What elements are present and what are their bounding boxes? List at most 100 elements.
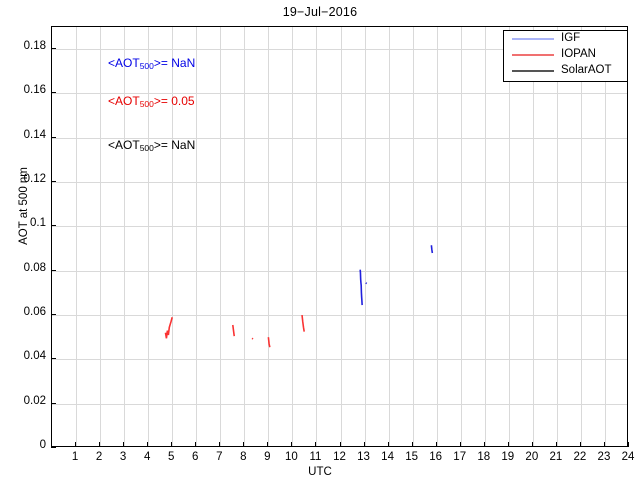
gridline-vertical [292, 27, 294, 446]
y-axis-label: AOT at 500 nm [18, 167, 30, 245]
x-tick-mark [507, 442, 509, 447]
annotation-prefix: <AOT [108, 138, 140, 152]
plot-area [51, 26, 628, 447]
x-tick-label: 10 [285, 451, 298, 463]
y-tick-mark [51, 269, 56, 271]
gridline-vertical [436, 27, 438, 446]
y-tick-label: 0.18 [23, 40, 46, 53]
gridline-vertical [508, 27, 510, 446]
x-tick-mark [147, 442, 149, 447]
x-tick-mark [628, 442, 629, 447]
series-plot [164, 245, 434, 348]
gridline-vertical [172, 27, 174, 446]
x-tick-mark [195, 442, 197, 447]
annotation-mean-aot-iopan: <AOT500>= 0.05 [108, 94, 195, 109]
annotation-mean-aot-solaraot: <AOT500>= NaN [108, 138, 195, 153]
series-segment [301, 314, 305, 332]
x-tick-label: 8 [240, 451, 247, 463]
gridline-vertical [220, 27, 222, 446]
annotation-mean-aot-igf: <AOT500>= NaN [108, 56, 195, 71]
legend-label: IGF [561, 32, 581, 45]
annotation-subscript: 500 [139, 61, 154, 71]
gridline-horizontal [52, 270, 627, 272]
x-tick-mark [531, 442, 533, 447]
y-tick-mark [51, 314, 56, 316]
x-tick-label: 3 [119, 451, 127, 463]
legend-item-solaraot[interactable]: SolarAOT [504, 63, 627, 79]
gridline-vertical [580, 27, 582, 446]
x-tick-label: 13 [357, 451, 370, 463]
gridline-horizontal [52, 93, 627, 95]
x-tick-label: 6 [192, 451, 199, 463]
series-segment [430, 245, 434, 254]
y-tick-mark [51, 447, 56, 448]
y-tick-mark [51, 136, 56, 138]
x-tick-mark [483, 442, 485, 447]
legend-item-igf[interactable]: IGF [504, 31, 627, 47]
data-layer [52, 27, 629, 448]
annotation-prefix: <AOT [108, 56, 140, 70]
legend: IGF IOPAN SolarAOT [503, 30, 628, 82]
x-tick-label: 22 [573, 451, 587, 463]
annotation-subscript: 500 [139, 99, 154, 109]
y-tick-label: 0.06 [23, 306, 46, 319]
y-tick-mark [51, 402, 56, 404]
x-tick-mark [603, 442, 605, 447]
series-segment [359, 269, 363, 306]
x-tick-label: 11 [309, 451, 322, 463]
annotation-subscript: 500 [139, 143, 154, 153]
x-tick-mark [123, 442, 125, 447]
x-tick-mark [363, 442, 365, 447]
gridline-vertical [148, 27, 150, 446]
gridline-vertical [532, 27, 534, 446]
gridline-vertical [244, 27, 246, 446]
gridline-horizontal [52, 315, 627, 317]
y-tick-mark [51, 358, 56, 360]
y-tick-label: 0.12 [23, 173, 46, 186]
x-tick-label: 5 [168, 451, 175, 463]
legend-color-swatch [512, 37, 554, 41]
x-tick-label: 2 [95, 451, 103, 463]
gridline-vertical [340, 27, 342, 446]
gridline-vertical [196, 27, 198, 446]
gridline-vertical [556, 27, 558, 446]
x-tick-label: 7 [216, 451, 223, 463]
x-tick-label: 21 [549, 451, 563, 463]
x-tick-mark [579, 442, 581, 447]
gridline-vertical [388, 27, 390, 446]
x-tick-label: 1 [71, 451, 79, 463]
series-igf [359, 245, 434, 306]
series-iopan [164, 314, 305, 348]
x-tick-mark [315, 442, 317, 447]
x-tick-mark [219, 442, 221, 447]
x-tick-mark [435, 442, 437, 447]
y-tick-label: 0.1 [30, 217, 46, 230]
gridline-horizontal [52, 49, 627, 51]
x-tick-mark [99, 442, 101, 447]
y-tick-label: 0 [39, 439, 46, 451]
y-tick-label: 0.14 [23, 128, 46, 141]
x-tick-label: 19 [501, 451, 515, 463]
gridline-horizontal [52, 359, 627, 361]
legend-color-swatch [512, 53, 554, 57]
x-tick-label: 14 [381, 451, 394, 463]
x-tick-mark [51, 442, 52, 447]
series-segment [267, 337, 271, 348]
legend-item-iopan[interactable]: IOPAN [504, 47, 627, 63]
gridline-horizontal [52, 226, 627, 228]
chart-title: 19−Jul−2016 [282, 5, 358, 19]
series-segment [231, 324, 236, 337]
y-tick-label: 0.04 [23, 350, 46, 363]
gridline-vertical [460, 27, 462, 446]
y-tick-mark [51, 225, 56, 227]
y-tick-label: 0.02 [23, 394, 46, 407]
y-tick-mark [51, 48, 56, 50]
gridline-vertical [316, 27, 318, 446]
x-tick-mark [555, 442, 557, 447]
gridline-vertical [604, 27, 606, 446]
y-tick-mark [51, 181, 56, 183]
x-tick-mark [459, 442, 461, 447]
gridline-vertical [268, 27, 270, 446]
legend-label: IOPAN [561, 48, 596, 61]
x-tick-label: 12 [333, 451, 346, 463]
